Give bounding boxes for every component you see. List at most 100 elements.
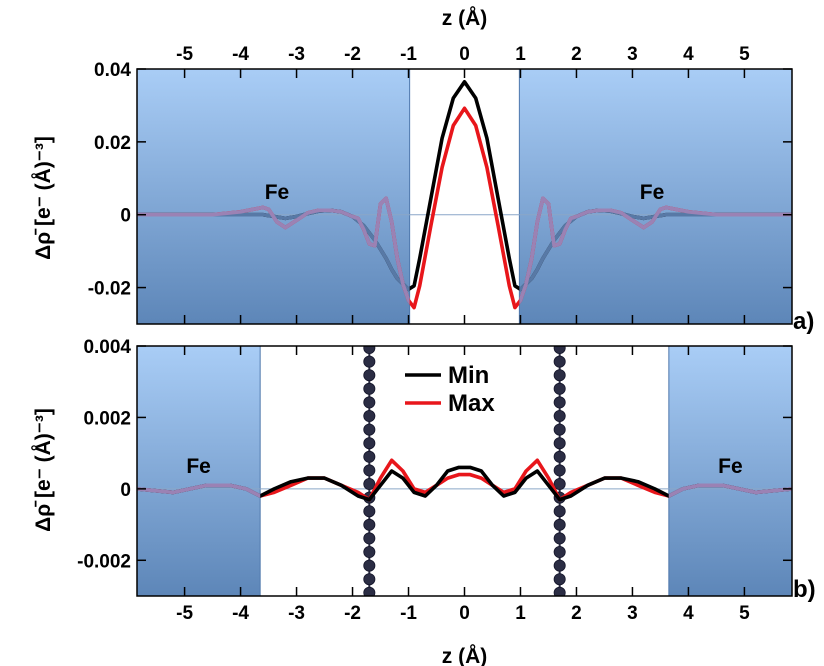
y-tick-label: 0.02 <box>94 133 131 154</box>
atom-icon <box>553 369 566 382</box>
atom-icon <box>553 573 566 586</box>
series-line-in-fe <box>519 196 792 305</box>
x-tick-label: -5 <box>176 44 193 65</box>
atom-icon <box>363 464 376 477</box>
x-tick-label: 4 <box>683 44 694 65</box>
atom-icon <box>363 437 376 450</box>
y-axis-title-b: Δρ̄ [e⁻ (Å)⁻³] <box>31 408 55 532</box>
fe-region-b-1 <box>136 345 261 597</box>
x-tick-label: -2 <box>344 603 361 624</box>
x-tick-label: -1 <box>400 603 417 624</box>
tick-labels-b: -5 -4 -3 -2 -1 0 1 2 3 4 5 0.004 0.002 0 -0.002 <box>77 337 750 624</box>
x-tick-label: 2 <box>571 603 582 624</box>
atom-icon <box>363 450 376 463</box>
panel-a: -5 -4 -3 -2 -1 0 1 2 3 4 5 0.04 0.02 0 -0.02 z (Å) Δρ̄… <box>31 6 814 335</box>
x-tick-label: 3 <box>627 44 638 65</box>
series-line-min-b <box>137 465 792 502</box>
atom-icon <box>553 586 566 596</box>
fe-regions-b <box>136 345 793 597</box>
atom-icon <box>363 409 376 422</box>
x-tick-label: 3 <box>627 603 638 624</box>
atom-icon <box>363 382 376 395</box>
x-tick-label: 5 <box>739 44 750 65</box>
y-tick-label: 0 <box>120 480 131 501</box>
atom-icon <box>553 464 566 477</box>
series-line-in-fe <box>137 196 410 305</box>
x-tick-label: 1 <box>515 603 526 624</box>
x-tick-label: -4 <box>232 603 249 624</box>
fe-label-b-2: Fe <box>718 455 743 478</box>
fe-overlay-a-2 <box>519 196 792 305</box>
y-tick-label: 0 <box>120 206 131 227</box>
atom-icon <box>363 396 376 409</box>
atom-icon <box>553 518 566 531</box>
atom-icon <box>553 382 566 395</box>
fe-overlay-a-1 <box>137 196 410 305</box>
atom-icon <box>363 559 376 572</box>
y-axis-title-a: Δρ̄ [e⁻ (Å)⁻³] <box>31 136 55 260</box>
x-tick-label: -4 <box>232 44 249 65</box>
series-line-max-b <box>137 458 792 502</box>
panel-tag-a: a) <box>793 308 814 335</box>
x-tick-label: -1 <box>400 44 417 65</box>
atom-icon <box>363 346 376 354</box>
fe-label-a-2: Fe <box>640 181 665 204</box>
atom-icon <box>553 450 566 463</box>
atom-chain-1 <box>363 346 376 596</box>
ticks-a <box>137 68 792 324</box>
x-tick-label: 0 <box>459 603 470 624</box>
x-tick-label: -3 <box>288 44 305 65</box>
atom-icon <box>553 546 566 559</box>
y-tick-label: 0.04 <box>94 60 131 81</box>
y-tick-label: 0.004 <box>83 337 131 358</box>
fe-label-b-1: Fe <box>186 455 211 478</box>
atom-icon <box>553 477 566 490</box>
x-tick-label: 5 <box>739 603 750 624</box>
x-tick-label: 1 <box>515 44 526 65</box>
panel-b: -5 -4 -3 -2 -1 0 1 2 3 4 5 0.004 0.002 0 -0.002 MinMax… <box>31 337 816 666</box>
y-tick-label: -0.002 <box>77 551 131 572</box>
atom-icon <box>363 477 376 490</box>
atom-icon <box>553 355 566 368</box>
x-tick-label: -2 <box>344 44 361 65</box>
fe-regions-a <box>136 68 793 325</box>
atom-icon <box>363 505 376 518</box>
series-group-a <box>137 80 792 310</box>
atom-icon <box>363 355 376 368</box>
atom-chain-2 <box>553 346 566 596</box>
atom-icon <box>553 437 566 450</box>
x-tick-label: -3 <box>288 603 305 624</box>
atom-icon <box>363 369 376 382</box>
fe-region-a-2 <box>518 68 793 325</box>
x-tick-label: 4 <box>683 603 694 624</box>
series-group-b <box>137 458 792 502</box>
atom-icon <box>553 423 566 436</box>
ticks-b <box>137 345 792 596</box>
atom-icon <box>553 532 566 545</box>
atom-icon <box>553 505 566 518</box>
x-axis-title-b: z (Å) <box>442 644 488 666</box>
tick-labels-a: -5 -4 -3 -2 -1 0 1 2 3 4 5 0.04 0.02 0 -0.02 <box>88 44 750 300</box>
atom-icon <box>553 559 566 572</box>
atom-icon <box>363 518 376 531</box>
atom-icon <box>553 396 566 409</box>
atom-icon <box>363 532 376 545</box>
atom-icon <box>363 573 376 586</box>
panel-tag-b: b) <box>793 576 816 603</box>
atom-icon <box>553 409 566 422</box>
y-tick-label: -0.02 <box>88 279 131 300</box>
x-axis-title-a: z (Å) <box>442 6 488 30</box>
atom-icon <box>363 423 376 436</box>
legend-label-min: Min <box>448 362 489 389</box>
x-tick-label: 0 <box>459 44 470 65</box>
fe-region-a-1 <box>136 68 411 325</box>
atom-icon <box>553 346 566 354</box>
y-tick-label: 0.002 <box>83 408 131 429</box>
x-tick-label: 2 <box>571 44 582 65</box>
fe-region-b-2 <box>668 345 793 597</box>
fe-label-a-1: Fe <box>265 181 290 204</box>
atom-chains <box>363 346 566 596</box>
atom-icon <box>363 586 376 596</box>
